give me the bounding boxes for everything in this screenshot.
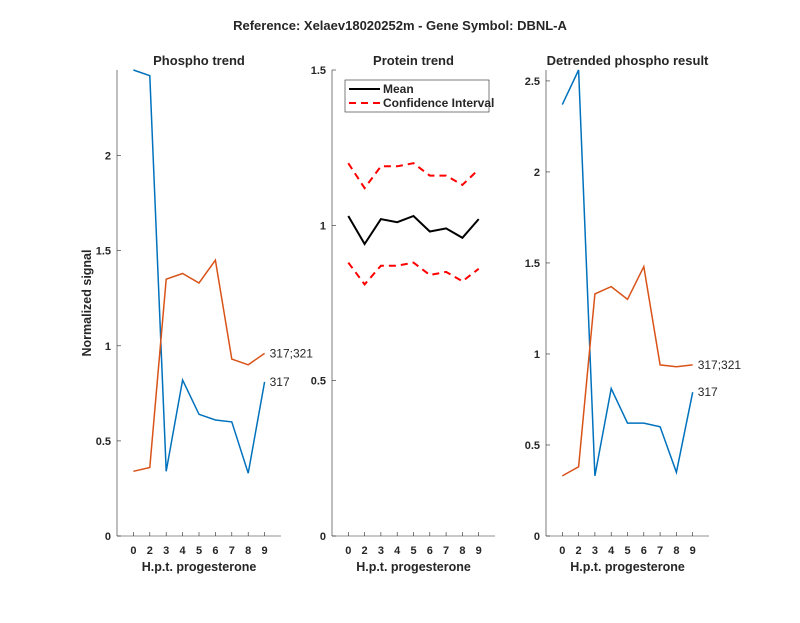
x-tick-label: 0 [559,545,565,557]
x-tick-label: 8 [673,545,679,557]
x-tick-label: 2 [576,545,582,557]
x-tick-label: 8 [459,545,465,557]
y-tick-label: 0 [105,531,111,543]
y-tick-label: 0.5 [525,440,540,452]
x-tick-label: 4 [180,545,187,557]
x-tick-label: 0 [130,545,136,557]
series-line-317 [133,70,264,473]
y-tick-label: 1.5 [311,65,326,77]
y-tick-label: 2.5 [525,76,540,88]
series-end-label: 317 [270,375,290,389]
series-line-confidence-interval-upper- [348,163,478,188]
legend-label-mean: Mean [383,82,414,96]
x-axis-label: H.p.t. progesterone [142,560,257,574]
legend-label-ci: Confidence Interval [383,96,494,110]
x-tick-label: 4 [608,545,615,557]
axes-title: Phospho trend [153,53,245,68]
x-tick-label: 5 [196,545,202,557]
x-tick-label: 2 [362,545,368,557]
y-tick-label: 1 [105,341,111,353]
y-tick-label: 0.5 [96,436,111,448]
x-tick-label: 9 [262,545,268,557]
y-tick-label: 2 [105,151,111,163]
axes-title: Protein trend [373,53,454,68]
x-tick-label: 2 [147,545,153,557]
x-tick-label: 5 [624,545,630,557]
x-tick-label: 7 [657,545,663,557]
series-end-label: 317;321 [270,346,314,360]
x-tick-label: 6 [641,545,647,557]
y-tick-label: 2 [534,167,540,179]
y-tick-label: 0 [534,531,540,543]
y-tick-label: 1 [534,349,540,361]
x-tick-label: 9 [690,545,696,557]
y-tick-label: 1 [320,220,326,232]
x-tick-label: 4 [394,545,401,557]
y-tick-label: 0.5 [311,376,326,388]
y-tick-label: 1.5 [96,246,111,258]
series-line-317-321 [562,267,692,476]
x-axis-label: H.p.t. progesterone [356,560,471,574]
x-tick-label: 7 [443,545,449,557]
y-axis-label: Normalized signal [80,250,94,357]
y-tick-label: 0 [320,531,326,543]
series-line-317 [562,70,692,476]
x-tick-label: 0 [345,545,351,557]
x-tick-label: 3 [378,545,384,557]
x-tick-label: 7 [229,545,235,557]
x-tick-label: 8 [245,545,251,557]
x-tick-label: 3 [163,545,169,557]
x-tick-label: 6 [212,545,218,557]
axes-title: Detrended phospho result [547,53,709,68]
figure-title: Reference: Xelaev18020252m - Gene Symbol… [233,18,567,33]
x-tick-label: 5 [410,545,416,557]
series-line-confidence-interval-lower- [348,263,478,285]
series-line-mean [348,216,478,244]
x-tick-label: 3 [592,545,598,557]
x-axis-label: H.p.t. progesterone [570,560,685,574]
series-end-label: 317;321 [698,358,742,372]
series-line-317-321 [133,260,264,471]
x-tick-label: 6 [427,545,433,557]
y-tick-label: 1.5 [525,258,540,270]
series-end-label: 317 [698,385,718,399]
x-tick-label: 9 [476,545,482,557]
